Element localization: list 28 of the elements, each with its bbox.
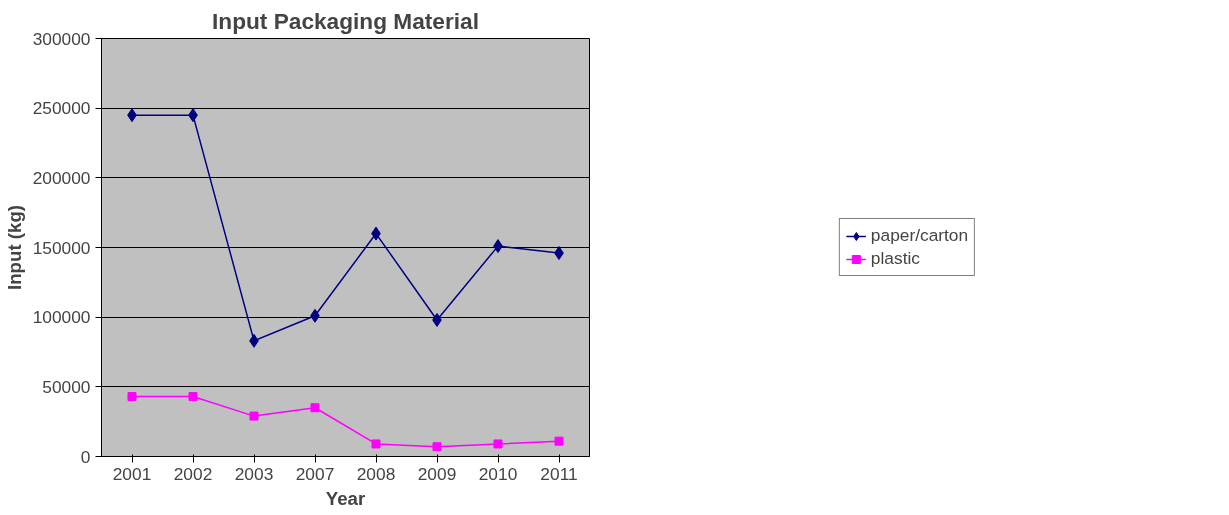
point [127, 392, 137, 402]
point [188, 392, 198, 402]
y-tick-label: 100000 [32, 307, 91, 328]
x-tick-label: 2007 [295, 463, 335, 484]
legend-label: plastic [870, 248, 920, 269]
x-tick-label: 2008 [356, 463, 396, 484]
x-axis-title: Year [325, 487, 366, 509]
point [371, 439, 381, 449]
point [249, 411, 259, 421]
x-tick-label: 2003 [234, 463, 274, 484]
point [554, 436, 564, 446]
y-tick-label: 200000 [32, 167, 91, 188]
x-tick-label: 2002 [173, 463, 213, 484]
point [493, 439, 503, 449]
chart-title: Input Packaging Material [212, 7, 479, 34]
point [432, 442, 442, 452]
y-tick-label: 300000 [32, 28, 91, 49]
y-tick-label: 0 [80, 446, 91, 467]
x-tick-label: 2011 [540, 463, 578, 484]
y-axis-title: Input (kg) [3, 205, 25, 290]
y-tick-label: 50000 [42, 376, 91, 397]
x-tick-label: 2001 [112, 463, 152, 484]
legend-label: paper/carton [870, 225, 969, 246]
y-tick-label: 250000 [32, 98, 91, 119]
y-tick-label: 150000 [32, 237, 91, 258]
x-tick-label: 2010 [478, 463, 518, 484]
x-tick-label: 2009 [417, 463, 457, 484]
point [310, 403, 320, 413]
